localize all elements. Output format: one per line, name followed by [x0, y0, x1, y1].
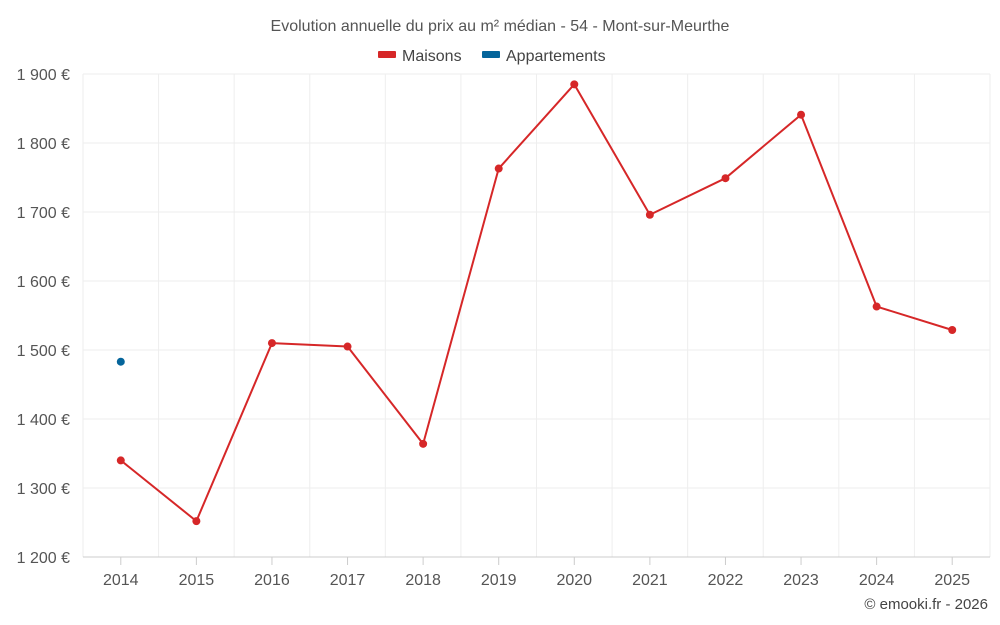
x-tick-label: 2024 [859, 572, 895, 589]
grid [82, 73, 991, 558]
series-layer [116, 80, 957, 526]
data-point-maisons[interactable] [872, 302, 881, 311]
x-tick-label: 2018 [405, 572, 441, 589]
x-tick-label: 2015 [179, 572, 215, 589]
x-tick-label: 2025 [934, 572, 970, 589]
x-tick-label: 2017 [330, 572, 366, 589]
y-axis: 1 200 € 1 300 € 1 400 € 1 500 € 1 600 € 1 700… [17, 67, 70, 567]
x-tick-label: 2022 [708, 572, 744, 589]
data-point-maisons[interactable] [797, 110, 806, 119]
data-point-maisons[interactable] [267, 339, 276, 348]
legend-swatch-maisons [378, 51, 396, 58]
x-tick-label: 2020 [556, 572, 592, 589]
data-point-maisons[interactable] [116, 456, 125, 465]
x-tick-label: 2021 [632, 572, 668, 589]
legend-label-appartements: Appartements [506, 48, 606, 65]
x-tick-label: 2019 [481, 572, 517, 589]
x-tick-label: 2014 [103, 572, 139, 589]
legend-item-maisons[interactable]: Maisons [378, 48, 462, 65]
data-point-maisons[interactable] [570, 80, 579, 89]
series-line-maisons [120, 83, 953, 523]
y-tick-label: 1 900 € [17, 67, 70, 84]
data-point-maisons[interactable] [494, 164, 503, 173]
y-tick-label: 1 800 € [17, 136, 70, 153]
data-point-maisons[interactable] [948, 325, 957, 334]
data-point-maisons[interactable] [645, 210, 654, 219]
legend-label-maisons: Maisons [402, 48, 462, 65]
y-tick-label: 1 700 € [17, 205, 70, 222]
x-axis: 2014 2015 2016 2017 2018 2019 2020 2021 2022 2023… [83, 556, 990, 589]
credit-text: © emooki.fr - 2026 [864, 596, 988, 613]
y-tick-label: 1 300 € [17, 481, 70, 498]
legend: Maisons Appartements [378, 48, 606, 65]
data-point-maisons[interactable] [343, 342, 352, 351]
legend-item-appartements[interactable]: Appartements [482, 48, 606, 65]
y-tick-label: 1 500 € [17, 343, 70, 360]
data-point-maisons[interactable] [192, 517, 201, 526]
chart-title: Evolution annuelle du prix au m² médian … [271, 18, 730, 35]
x-tick-label: 2023 [783, 572, 819, 589]
data-point-appartements[interactable] [116, 357, 125, 366]
y-tick-label: 1 200 € [17, 550, 70, 567]
x-tick-label: 2016 [254, 572, 290, 589]
y-tick-label: 1 600 € [17, 274, 70, 291]
data-point-maisons[interactable] [721, 174, 730, 183]
y-tick-label: 1 400 € [17, 412, 70, 429]
legend-swatch-appartements [482, 51, 500, 58]
data-point-maisons[interactable] [419, 439, 428, 448]
